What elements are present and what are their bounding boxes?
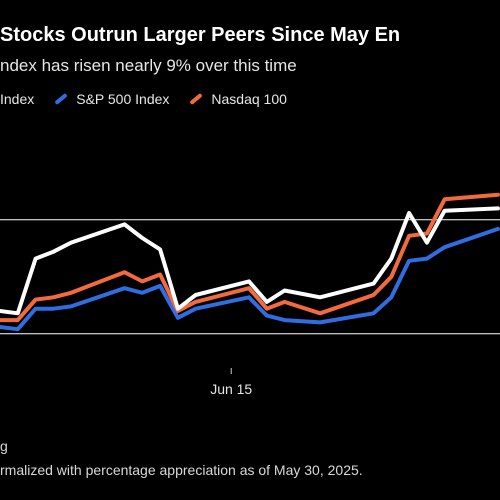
chart-subtitle: ndex has risen nearly 9% over this time <box>0 56 297 75</box>
legend-label-nasdaq: Nasdaq 100 <box>211 91 287 107</box>
legend-label-index: Index <box>0 91 35 107</box>
chart-title: Stocks Outrun Larger Peers Since May En <box>0 24 401 46</box>
legend-item-nasdaq: Nasdaq 100 <box>189 91 287 107</box>
legend-label-sp500: S&P 500 Index <box>76 91 170 107</box>
legend-item-index: Index <box>0 91 34 107</box>
series-line-index <box>0 206 500 316</box>
series-line-sp500 <box>0 226 500 332</box>
legend-item-sp500: S&P 500 Index <box>54 91 169 107</box>
footer-source: g <box>0 438 8 454</box>
footer-note: rmalized with percentage appreciation as… <box>0 462 363 478</box>
chart-legend: Index S&P 500 Index Nasdaq 100 <box>0 91 307 107</box>
series-line-nasdaq <box>0 192 500 323</box>
x-tick-label-0: Jun 15 <box>210 381 252 397</box>
